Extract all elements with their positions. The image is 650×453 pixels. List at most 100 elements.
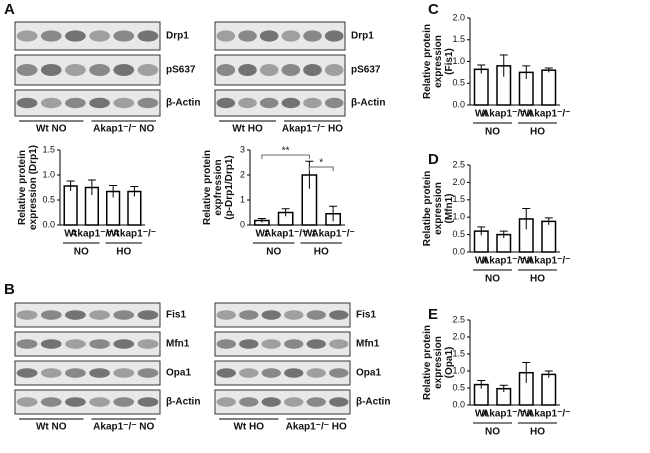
band: [65, 339, 86, 349]
bar: [127, 190, 142, 226]
band-label: Opa1: [356, 368, 381, 379]
x-tick-label: Wt: [520, 256, 533, 267]
y-tick-label: 1: [240, 194, 245, 204]
blot-frame: [214, 89, 346, 117]
band: [216, 64, 236, 76]
x-tick-label: Wt: [475, 409, 488, 420]
band-label: β-Actin: [351, 98, 385, 109]
blot-frame: [14, 89, 161, 117]
band: [238, 30, 257, 42]
band: [306, 397, 326, 407]
band: [113, 368, 135, 378]
x-tick-label: Wt: [475, 109, 488, 120]
band: [16, 64, 38, 76]
band: [65, 397, 86, 407]
y-tick-label: 2: [240, 169, 245, 179]
band: [303, 64, 322, 76]
lane-label: Akap1⁻/⁻ NO: [93, 124, 154, 135]
panel-letter: A: [4, 1, 15, 18]
bar: [541, 220, 557, 253]
group-label: HO: [530, 127, 545, 138]
x-tick-label: Wt: [475, 256, 488, 267]
x-tick-label: Akap1⁻/⁻: [264, 229, 307, 240]
y-tick-label: 0.5: [452, 78, 465, 88]
y-tick-label: 0.5: [452, 229, 465, 239]
band: [40, 310, 62, 320]
band: [329, 310, 349, 320]
lane-label: Akap1⁻/⁻ HO: [282, 124, 343, 135]
band: [16, 397, 38, 407]
band: [16, 97, 38, 109]
band-label: β-Actin: [166, 98, 200, 109]
group-label: NO: [485, 427, 500, 438]
group-label: NO: [485, 274, 500, 285]
x-tick-label: Akap1⁻/⁻: [482, 109, 525, 120]
band: [324, 97, 344, 109]
y-label-line: Relatibe protein: [422, 171, 433, 247]
band: [40, 97, 62, 109]
band: [306, 339, 326, 349]
band-label: Mfn1: [166, 339, 190, 350]
band: [324, 30, 344, 42]
band: [216, 97, 236, 109]
band: [324, 64, 344, 76]
band: [137, 397, 159, 407]
band: [281, 30, 301, 42]
band: [261, 310, 281, 320]
panel-letter: C: [428, 1, 439, 18]
band-label: Mfn1: [356, 339, 380, 350]
blot-frame: [14, 302, 161, 328]
band: [89, 368, 110, 378]
y-tick-label: 1.5: [42, 144, 55, 154]
band: [306, 310, 326, 320]
band: [16, 368, 38, 378]
panel-letter: B: [4, 281, 15, 298]
y-tick-label: 1.5: [452, 194, 465, 204]
y-label-line: (Opa1): [444, 347, 455, 379]
band-label: Fis1: [356, 310, 376, 321]
y-axis-label: Relative proteinexpression (Drp1): [17, 145, 39, 230]
blot-frame: [214, 331, 351, 357]
y-tick-label: 1.0: [452, 365, 465, 375]
x-tick-label: Akap1⁻/⁻: [70, 229, 113, 240]
band: [259, 97, 279, 109]
y-tick-label: 0.0: [452, 246, 465, 256]
band: [239, 310, 259, 320]
y-label-line: Relative protein: [422, 325, 433, 400]
band: [261, 368, 281, 378]
band: [65, 64, 86, 76]
group-label: HO: [116, 247, 131, 258]
band: [65, 97, 86, 109]
x-tick-label: Akap1⁻/⁻: [527, 409, 570, 420]
blot-frame: [214, 360, 351, 386]
band: [284, 339, 304, 349]
band: [137, 64, 159, 76]
x-tick-label: Akap1⁻/⁻: [482, 409, 525, 420]
band: [65, 368, 86, 378]
y-tick-label: 1.0: [452, 56, 465, 66]
band: [281, 64, 301, 76]
band: [216, 339, 236, 349]
band: [238, 97, 257, 109]
y-tick-label: 1.0: [42, 169, 55, 179]
bar: [541, 69, 557, 106]
band: [16, 339, 38, 349]
group-label: HO: [530, 274, 545, 285]
band: [284, 368, 304, 378]
band: [303, 30, 322, 42]
band: [40, 30, 62, 42]
band: [216, 397, 236, 407]
lane-label: Akap1⁻/⁻ NO: [93, 422, 154, 433]
blot-frame: [214, 302, 351, 328]
lane-label: Akap1⁻/⁻ HO: [286, 422, 347, 433]
x-tick-label: Akap1⁻/⁻: [311, 229, 354, 240]
band: [40, 339, 62, 349]
y-tick-label: 2.0: [452, 177, 465, 187]
y-label-line: Relative protein: [17, 150, 28, 225]
y-label-line: expression (Drp1): [28, 145, 39, 230]
band: [216, 310, 236, 320]
sig-bracket: [308, 166, 334, 171]
group-label: NO: [266, 247, 281, 258]
band: [16, 310, 38, 320]
y-tick-label: 0.0: [42, 219, 55, 229]
